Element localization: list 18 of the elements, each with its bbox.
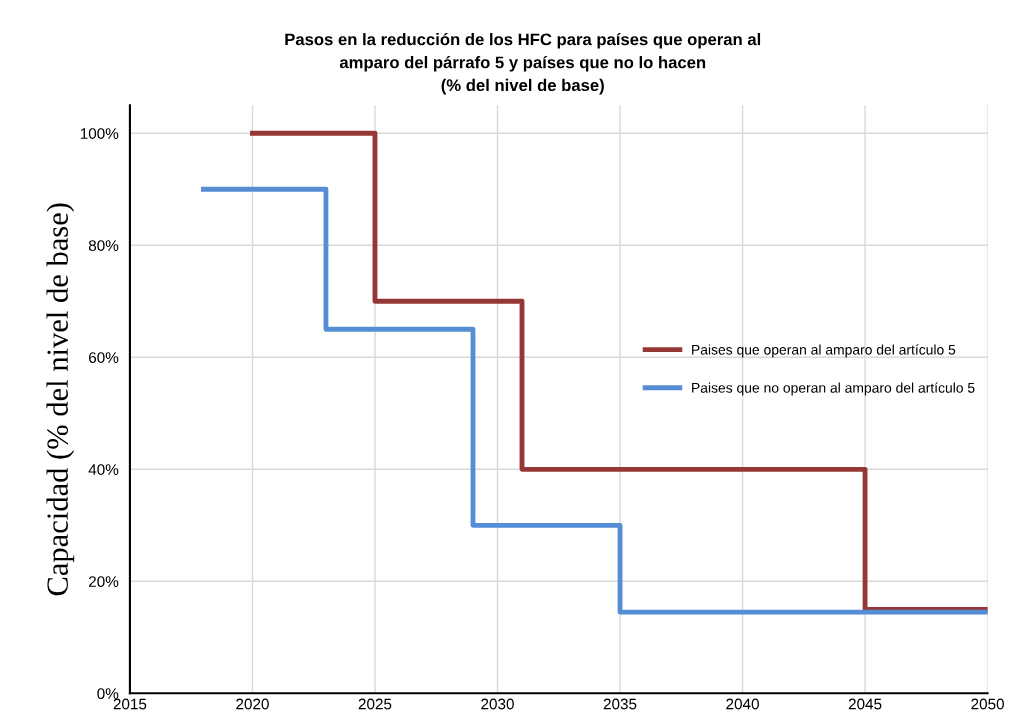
x-tick-label: 2050: [971, 698, 1004, 710]
x-tick-label: 2020: [236, 698, 269, 710]
legend-label: Paises que operan al amparo del artículo 5: [692, 344, 956, 358]
chart-title: Pasos en la reducción de los HFC para países que operan al amparo del párrafo 5 y países que no lo hacen (% del nivel de base): [285, 32, 761, 95]
x-tick-label: 2035: [603, 698, 637, 710]
x-tick-label: 2040: [726, 698, 759, 710]
x-tick-label: 2025: [358, 698, 392, 710]
y-tick-label: 100%: [80, 128, 119, 139]
y-tick-label: 60%: [89, 352, 119, 363]
y-tick-label: 80%: [88, 240, 119, 251]
y-axis-title: Capacidad (% del nivel de base): [46, 203, 75, 596]
y-tick-label: 20%: [89, 576, 119, 587]
x-tick-label: 2045: [848, 698, 882, 710]
x-tick-label: 2030: [481, 698, 514, 710]
y-tick-label: 40%: [88, 464, 119, 475]
y-tick-label: 0%: [97, 688, 119, 700]
legend-label: Paises que no operan al amparo del artículo 5: [692, 382, 975, 396]
x-tick-label: 2015: [113, 698, 147, 710]
